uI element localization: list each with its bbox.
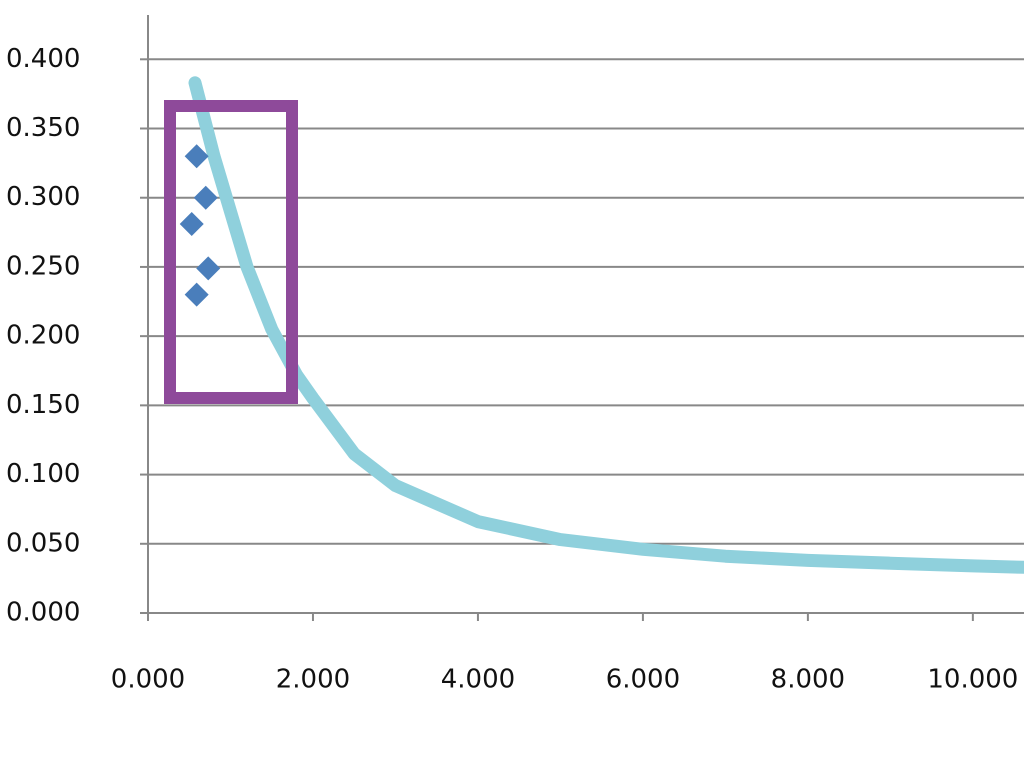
tick-labels: 0.000 0.050 0.100 0.150 0.200 0.250 0.300 0.350… [6, 44, 1018, 695]
y-tick-label: 0.250 [6, 251, 80, 281]
y-tick-label: 0.200 [6, 321, 80, 351]
x-tick-label: 4.000 [441, 665, 515, 695]
y-tick-label: 0.100 [6, 459, 80, 489]
y-tick-label: 0.150 [6, 390, 80, 420]
data-point [193, 185, 218, 210]
x-tick-label: 8.000 [771, 665, 845, 695]
data-point [179, 212, 204, 237]
y-tick-label: 0.350 [6, 113, 80, 143]
x-tick-label: 10.000 [927, 665, 1018, 695]
x-tick-label: 6.000 [606, 665, 680, 695]
x-tick-label: 2.000 [276, 665, 350, 695]
data-point [184, 282, 209, 307]
y-tick-label: 0.000 [6, 598, 80, 628]
highlight-box [164, 100, 298, 404]
x-tick-label: 0.000 [111, 665, 185, 695]
trend-line [188, 76, 1024, 574]
y-tick-label: 0.050 [6, 528, 80, 558]
data-point [196, 256, 221, 281]
data-point [184, 144, 209, 169]
plot-area [179, 76, 1024, 574]
y-tick-label: 0.300 [6, 182, 80, 212]
y-tick-label: 0.400 [6, 44, 80, 74]
